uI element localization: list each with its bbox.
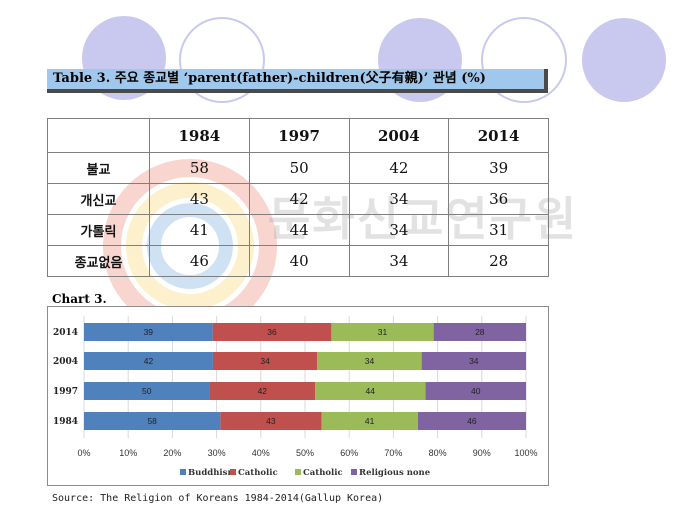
decor-circle	[582, 18, 666, 102]
table-cell: 42	[248, 183, 350, 215]
y-category-label: 2004	[53, 357, 78, 367]
x-tick-label: 30%	[208, 448, 226, 458]
chart-title: Chart 3.	[52, 292, 107, 306]
x-tick-label: 40%	[252, 448, 270, 458]
header-cell	[47, 118, 150, 153]
x-tick-label: 10%	[119, 448, 137, 458]
data-label: 34	[469, 356, 479, 366]
data-label: 43	[266, 416, 276, 426]
x-tick-label: 80%	[429, 448, 447, 458]
table-cell: 40	[248, 245, 350, 277]
legend-label: Catholic	[303, 468, 343, 478]
x-tick-label: 90%	[473, 448, 491, 458]
table-cell: 41	[149, 214, 250, 246]
data-label: 34	[365, 356, 375, 366]
bar-segment	[84, 323, 213, 341]
table-header-row: 1984 1997 2004 2014	[47, 118, 549, 153]
bar-segment	[321, 412, 418, 430]
table-cell: 31	[448, 214, 549, 246]
legend-swatch	[230, 469, 236, 475]
bar-segment	[433, 323, 526, 341]
data-label: 40	[471, 386, 481, 396]
header-cell: 2004	[348, 118, 450, 153]
data-label: 50	[142, 386, 152, 396]
bar-segment	[209, 382, 316, 400]
bar-segment	[417, 412, 526, 430]
bar-segment	[421, 352, 526, 370]
y-category-label: 1997	[53, 387, 78, 397]
data-label: 58	[147, 416, 157, 426]
row-label: 개신교	[47, 183, 150, 215]
bar-segment	[84, 412, 221, 430]
legend-label: Religious none	[359, 468, 431, 478]
data-label: 36	[267, 327, 277, 337]
bar-segment	[212, 323, 332, 341]
legend-label: Catholic	[238, 468, 278, 478]
table-row: 개신교 43 42 34 36	[47, 183, 549, 215]
table-cell: 36	[448, 183, 549, 215]
row-label: 종교없음	[47, 245, 150, 277]
data-label: 41	[365, 416, 375, 426]
bar-segment	[315, 382, 426, 400]
y-category-label: 2014	[53, 328, 78, 338]
source-note: Source: The Religion of Koreans 1984-201…	[52, 493, 384, 504]
header-cell: 1984	[149, 118, 250, 153]
bar-segment	[425, 382, 526, 400]
table-row: 종교없음 46 40 34 28	[47, 245, 549, 277]
y-category-label: 1984	[53, 417, 78, 427]
data-label: 34	[260, 356, 270, 366]
bar-segment	[317, 352, 422, 370]
table-cell: 39	[448, 152, 549, 184]
data-label: 39	[144, 327, 154, 337]
bar-segment	[84, 352, 213, 370]
table-cell: 58	[149, 152, 250, 184]
header-cell: 2014	[448, 118, 549, 153]
table-cell: 50	[248, 152, 350, 184]
bar-segment	[84, 382, 210, 400]
x-tick-label: 50%	[296, 448, 314, 458]
x-tick-label: 70%	[384, 448, 402, 458]
table-row: 가톨릭 41 44 34 31	[47, 214, 549, 246]
table-cell: 34	[348, 214, 450, 246]
bar-segment	[212, 352, 318, 370]
data-label: 44	[366, 386, 376, 396]
table-row: 불교 58 50 42 39	[47, 152, 549, 184]
bar-segment	[331, 323, 434, 341]
table-cell: 42	[348, 152, 450, 184]
legend-swatch	[351, 469, 357, 475]
legend-label: Buddhism	[188, 468, 236, 478]
table-cell: 28	[448, 245, 549, 277]
header-cell: 1997	[248, 118, 350, 153]
stacked-bar-chart: 0% 10% 20% 30% 40% 50% 60% 70% 80% 90% 100% 2014 39 3…	[53, 316, 538, 478]
row-label: 불교	[47, 152, 150, 184]
data-label: 31	[378, 327, 388, 337]
data-label: 46	[467, 416, 477, 426]
data-table: 1984 1997 2004 2014 불교 58 50 42 39 개신교 4…	[47, 118, 549, 277]
legend-swatch	[180, 469, 186, 475]
x-tick-label: 60%	[340, 448, 358, 458]
table-cell: 34	[348, 245, 450, 277]
x-tick-label: 20%	[163, 448, 181, 458]
row-label: 가톨릭	[47, 214, 150, 246]
table-cell: 43	[149, 183, 250, 215]
table-cell: 34	[348, 183, 450, 215]
legend-swatch	[295, 469, 301, 475]
data-label: 42	[258, 386, 268, 396]
table-cell: 44	[248, 214, 350, 246]
data-label: 42	[144, 356, 154, 366]
data-label: 28	[475, 327, 485, 337]
x-tick-label: 100%	[514, 448, 537, 458]
table-title: Table 3. 주요 종교별 ‘parent(father)-children…	[47, 69, 548, 93]
bar-segment	[220, 412, 322, 430]
x-tick-label: 0%	[77, 448, 90, 458]
table-cell: 46	[149, 245, 250, 277]
